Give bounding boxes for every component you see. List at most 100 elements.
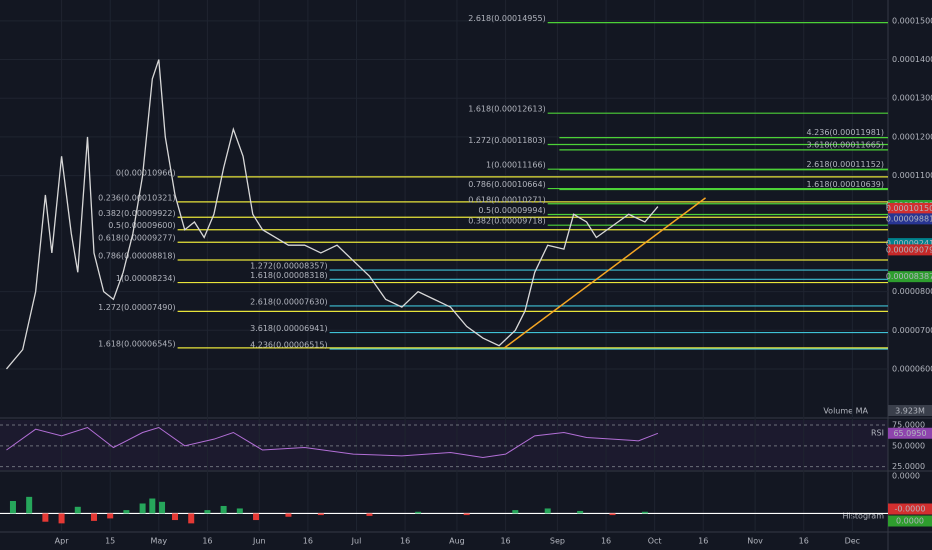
y-tick-label: 0.00013000: [892, 94, 932, 103]
x-tick-label: 16: [601, 537, 611, 546]
macd-tag-label: 0.0000: [896, 517, 924, 526]
x-tick-label: Jun: [252, 537, 266, 546]
macd-bar: [74, 506, 81, 514]
macd-label: Histogram: [843, 512, 885, 521]
macd-tag-label: -0.0000: [895, 505, 926, 514]
macd-bar: [285, 513, 292, 517]
macd-bar: [159, 501, 166, 514]
fib-label: 2.618(0.00014955): [468, 14, 546, 23]
macd-tag: [888, 515, 932, 527]
fib-label: 4.236(0.00011981): [807, 128, 885, 137]
macd-bar: [58, 513, 65, 524]
macd-bar: [42, 513, 49, 522]
price-line: [5, 59, 659, 370]
fib-label: 1(0.00011166): [486, 161, 546, 170]
macd-bar: [366, 513, 373, 516]
x-tick-label: 16: [400, 537, 410, 546]
macd-bar: [512, 510, 519, 514]
fib-label: 0.382(0.00009718): [468, 217, 546, 226]
volume-value: 3.923M: [895, 407, 925, 416]
macd-tag: [888, 503, 932, 515]
fib-label: 1.618(0.00006545): [98, 339, 176, 348]
y-tick-label: 0.00007000: [892, 326, 932, 335]
macd-bar: [317, 513, 324, 516]
macd-tick-label: 0.0000: [892, 472, 920, 481]
y-tick-label: 0.00012000: [892, 132, 932, 141]
price-tag: [888, 238, 932, 250]
y-tick-label: 0.00008000: [892, 287, 932, 296]
fib-label: 1.272(0.00011803): [468, 136, 546, 145]
x-tick-label: Dec: [845, 537, 860, 546]
fib-label: 1.618(0.00008318): [250, 271, 328, 280]
macd-bar: [236, 508, 243, 514]
macd-bar: [204, 510, 211, 514]
rsi-tick-label: 75.0000: [892, 421, 925, 430]
y-tick-label: 0.00015000: [892, 16, 932, 25]
price-tag: [888, 202, 932, 214]
macd-bar: [26, 496, 33, 514]
x-tick-label: Apr: [55, 537, 70, 546]
price-tag: [888, 213, 932, 225]
x-tick-label: 16: [698, 537, 708, 546]
x-tick-label: Aug: [449, 537, 465, 546]
macd-bar: [220, 505, 227, 514]
fib-label: 1(0.00008234): [116, 274, 176, 283]
fib-label: 0.5(0.00009994): [478, 206, 545, 215]
x-tick-label: 16: [202, 537, 212, 546]
macd-bar: [107, 513, 114, 519]
macd-bar: [609, 513, 616, 516]
macd-bar: [463, 513, 470, 516]
price-tag: [888, 271, 932, 283]
x-tick-label: 16: [799, 537, 809, 546]
x-tick-label: 16: [303, 537, 313, 546]
x-tick-label: Sep: [550, 537, 565, 546]
fib-label: 2.618(0.00011152): [807, 160, 885, 169]
macd-bar: [544, 508, 551, 514]
macd-bar: [641, 511, 648, 514]
fib-label: 2.618(0.00007630): [250, 297, 328, 306]
rsi-tag-label: 65.0950: [893, 429, 926, 438]
price-tag-label: 0.00009881: [886, 214, 932, 223]
macd-bar: [123, 510, 130, 514]
rsi-tick-label: 50.0000: [892, 441, 925, 450]
fib-label: 0.618(0.00009277): [98, 234, 176, 243]
volume-label: Volume MA: [823, 407, 868, 416]
y-tick-label: 0.00006000: [892, 364, 932, 373]
fib-label: 0.786(0.00008818): [98, 251, 176, 260]
price-tag: [888, 244, 932, 256]
x-tick-label: 16: [500, 537, 510, 546]
fib-label: 3.618(0.00006941): [250, 324, 328, 333]
fib-label: 4.236(0.00006515): [250, 341, 328, 350]
fib-label: 0.236(0.00010321): [98, 193, 176, 202]
x-tick-label: Nov: [747, 537, 763, 546]
macd-bar: [149, 498, 156, 514]
macd-bar: [577, 510, 584, 514]
x-tick-label: 15: [105, 537, 115, 546]
x-tick-label: May: [151, 537, 168, 546]
macd-bar: [139, 503, 146, 514]
fib-label: 1.618(0.00010639): [807, 180, 885, 189]
fib-label: 0.618(0.00010271): [468, 195, 546, 204]
price-tag-label: 0.00009079: [886, 245, 932, 254]
macd-bar: [90, 513, 97, 521]
volume-tag: [888, 405, 932, 416]
macd-bar: [9, 501, 16, 514]
fib-label: 1.272(0.00008357): [250, 262, 328, 271]
fib-label: 0.5(0.00009600): [108, 221, 175, 230]
fib-label: 1.272(0.00007490): [98, 303, 176, 312]
rsi-tag: [888, 427, 932, 439]
rsi-tick-label: 25.0000: [892, 462, 925, 471]
fib-label: 1.618(0.00012613): [468, 105, 546, 114]
y-tick-label: 0.00011000: [892, 171, 932, 180]
fib-label: 0.786(0.00010664): [468, 180, 546, 189]
macd-bar: [253, 513, 260, 521]
macd-bar: [415, 511, 422, 514]
y-tick-label: 0.00014000: [892, 55, 932, 64]
rsi-line: [6, 426, 659, 459]
fib-label: 0(0.00010966): [116, 168, 176, 177]
fib-label: 3.618(0.00011665): [807, 140, 885, 149]
x-tick-label: Jul: [351, 537, 362, 546]
trendline: [503, 197, 706, 349]
price-tag-label: 0.00008387: [886, 272, 932, 281]
